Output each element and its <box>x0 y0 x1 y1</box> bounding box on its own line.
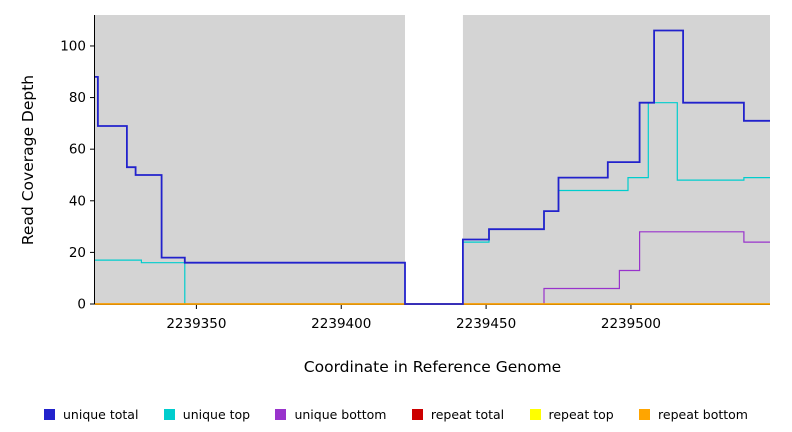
unique-total-swatch-icon <box>44 409 55 420</box>
unique-top-swatch-icon <box>163 409 175 420</box>
legend-item-repeat-bottom: repeat bottom <box>639 407 748 422</box>
legend: unique total unique top unique bottom re… <box>0 407 792 422</box>
legend-label-repeat-total: repeat total <box>430 407 505 422</box>
y-tick-label: 60 <box>69 142 86 158</box>
legend-label-unique-bottom: unique bottom <box>294 407 387 422</box>
plot-shaded-region <box>462 15 770 304</box>
legend-item-unique-total: unique total <box>44 407 138 422</box>
x-tick-label: 2239350 <box>166 316 226 332</box>
y-tick-label: 0 <box>77 297 86 313</box>
legend-label-repeat-top: repeat top <box>548 407 614 422</box>
x-tick-label: 2239400 <box>311 316 371 332</box>
legend-label-unique-total: unique total <box>63 407 139 422</box>
legend-label-unique-top: unique top <box>182 407 251 422</box>
x-tick-label: 2239500 <box>601 316 661 332</box>
y-tick-label: 100 <box>60 38 86 54</box>
legend-item-repeat-total: repeat total <box>411 407 505 422</box>
unique-bottom-swatch-icon <box>275 409 287 420</box>
y-axis-title: Read Coverage Depth <box>19 74 37 246</box>
legend-item-repeat-top: repeat top <box>529 407 614 422</box>
repeat-total-swatch-icon <box>411 409 423 420</box>
repeat-top-swatch-icon <box>529 409 541 420</box>
plot-shaded-region <box>95 15 405 304</box>
y-tick-label: 40 <box>69 193 86 209</box>
legend-item-unique-top: unique top <box>163 407 251 422</box>
series-line-unique-total <box>95 29 770 305</box>
coverage-plot-canvas: 2239350 2239400 2239450 2239500 0 20 40 60 80 100 <box>60 15 770 332</box>
x-axis-title: Coordinate in Reference Genome <box>303 358 562 376</box>
y-tick-label: 80 <box>69 90 86 106</box>
legend-item-unique-bottom: unique bottom <box>275 407 387 422</box>
series-line-unique-bottom <box>95 231 770 305</box>
y-tick-label: 20 <box>69 245 86 261</box>
legend-label-repeat-bottom: repeat bottom <box>658 407 748 422</box>
x-tick-label: 2239450 <box>456 316 516 332</box>
repeat-bottom-swatch-icon <box>639 409 651 420</box>
